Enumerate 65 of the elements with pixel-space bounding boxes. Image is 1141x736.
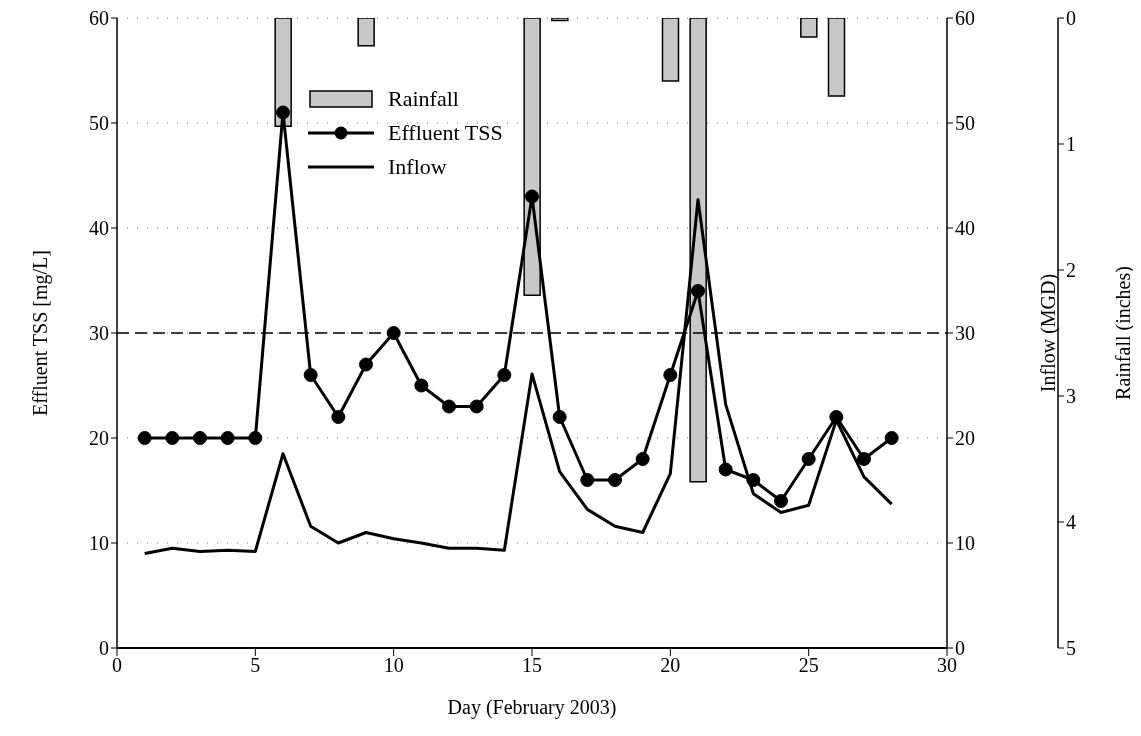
bar: [661, 18, 680, 82]
y3-tick-label: 1: [1066, 133, 1076, 156]
point: [331, 410, 346, 424]
point: [386, 326, 401, 340]
point: [165, 431, 180, 445]
point: [857, 452, 871, 466]
point: [718, 462, 733, 477]
point: [525, 189, 539, 204]
point: [276, 105, 290, 120]
point: [442, 399, 456, 414]
point: [552, 410, 567, 424]
point: [884, 431, 899, 445]
y3-tick-label: 3: [1066, 385, 1076, 408]
point: [801, 452, 816, 466]
x-tick-label: 5: [250, 654, 261, 677]
y2-tick-label: 10: [955, 532, 975, 555]
point: [663, 368, 678, 382]
y2-tick-label: 40: [955, 217, 975, 240]
point: [359, 357, 373, 372]
bar: [827, 18, 846, 97]
bar: [800, 18, 818, 38]
y3-tick-label: 5: [1066, 637, 1076, 660]
point: [414, 378, 429, 393]
x-tick-label: 30: [937, 654, 957, 677]
y3-tick-label: 4: [1066, 511, 1076, 534]
x-tick-label: 25: [798, 654, 819, 677]
y2-axis-title: Inflow (MGD): [1037, 273, 1061, 393]
y-tick-label: 40: [89, 217, 109, 240]
y2-tick-label: 0: [955, 637, 965, 660]
y2-tick-label: 50: [955, 112, 975, 135]
point: [220, 431, 235, 445]
y-tick-label: 0: [99, 637, 109, 660]
y2-tick-label: 30: [955, 322, 975, 345]
point: [497, 368, 512, 382]
point: [774, 494, 788, 508]
x-tick-label: 10: [383, 654, 404, 677]
point: [469, 399, 484, 414]
x-tick-label: 15: [522, 654, 542, 677]
legend-label: Inflow: [388, 153, 447, 181]
y-tick-label: 30: [89, 322, 109, 345]
x-axis-title: Day (February 2003): [447, 696, 617, 719]
y2-tick-label: 20: [955, 427, 975, 450]
y3-tick-label: 0: [1066, 7, 1076, 30]
point: [608, 473, 622, 487]
point: [746, 473, 761, 487]
point: [303, 368, 318, 382]
point: [691, 284, 705, 298]
point: [829, 410, 844, 424]
y-tick-label: 20: [89, 427, 109, 450]
y-tick-label: 60: [89, 7, 109, 30]
y-axis-title: Effluent TSS [mg/L]: [29, 250, 53, 416]
point: [193, 431, 207, 445]
legend-label: Rainfall: [388, 85, 459, 113]
point: [248, 431, 263, 445]
y-tick-label: 50: [89, 112, 109, 135]
point: [635, 452, 650, 466]
point: [580, 473, 595, 487]
legend-label: Effluent TSS: [388, 119, 503, 147]
y-tick-label: 10: [89, 532, 109, 555]
point: [137, 431, 152, 445]
bar: [357, 18, 375, 47]
y3-tick-label: 2: [1066, 259, 1076, 282]
bar: [551, 18, 569, 22]
y2-tick-label: 60: [955, 7, 975, 30]
x-tick-label: 20: [660, 654, 681, 677]
